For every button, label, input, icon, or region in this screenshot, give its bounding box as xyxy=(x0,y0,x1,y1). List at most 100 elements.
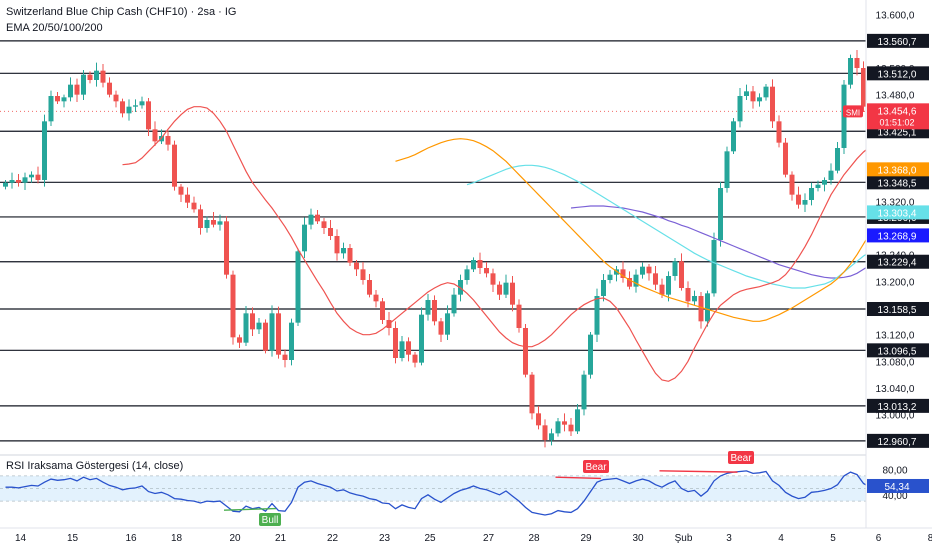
candle-body xyxy=(594,296,600,335)
time-axis-label: 25 xyxy=(424,533,436,544)
candle-body xyxy=(224,221,229,275)
candle-body xyxy=(55,96,60,102)
candle-body xyxy=(373,294,379,302)
candle-body xyxy=(237,337,242,343)
bull-label-bg xyxy=(259,513,281,526)
candle-body xyxy=(35,174,41,180)
ema200-line xyxy=(570,205,916,279)
level-badge xyxy=(867,398,929,413)
candle-body xyxy=(666,276,671,295)
price-tick-label: 13.200,0 xyxy=(876,277,915,288)
candle-body xyxy=(796,194,801,205)
candle-body xyxy=(477,260,483,268)
price-tick-label: 13.320,0 xyxy=(876,197,915,208)
candle-body xyxy=(367,280,372,295)
candle-body xyxy=(42,121,47,180)
candle-body xyxy=(464,269,470,280)
candle-body xyxy=(562,421,567,425)
candle-body xyxy=(302,224,307,252)
candle-body xyxy=(685,288,691,302)
candle-body xyxy=(308,214,314,225)
level-badge xyxy=(867,343,929,358)
level-badge-text: 12.960,7 xyxy=(878,437,917,448)
candle-body xyxy=(172,144,177,187)
candle-body xyxy=(438,321,444,335)
time-axis-label: 28 xyxy=(528,533,540,544)
ema50-badge xyxy=(867,162,929,177)
candle-body xyxy=(61,97,67,102)
candle-body xyxy=(484,268,489,274)
current-price-badge xyxy=(867,103,929,130)
candle-body xyxy=(230,274,236,338)
candle-body xyxy=(406,341,411,355)
rsi-tick-bottom: 40,00 xyxy=(882,491,907,502)
candle-body xyxy=(152,129,158,142)
time-axis-label: 29 xyxy=(580,533,592,544)
ema-legend: EMA 20/50/100/200 xyxy=(6,22,103,34)
level-badge-text: 13.560,7 xyxy=(878,37,917,48)
candle-body xyxy=(22,177,28,183)
level-badge xyxy=(867,66,929,81)
level-badge-text: 13.425,1 xyxy=(878,127,917,138)
bear-label-1-bg xyxy=(583,460,609,473)
candle-body xyxy=(802,200,808,205)
candle-body xyxy=(776,121,782,143)
time-axis-label: 14 xyxy=(15,533,27,544)
candle-body xyxy=(94,70,99,80)
candle-body xyxy=(835,148,840,171)
candle-body xyxy=(516,304,522,328)
price-tick-label: 13.080,0 xyxy=(876,357,915,368)
candle-body xyxy=(744,91,749,96)
bear-label-1-text: Bear xyxy=(585,462,607,473)
candle-body xyxy=(783,142,788,175)
price-tick-label: 13.040,0 xyxy=(876,384,915,395)
candle-body xyxy=(575,409,580,432)
candle-body xyxy=(412,354,418,363)
candle-body xyxy=(393,328,398,358)
candle-body xyxy=(529,374,535,414)
candle-body xyxy=(549,433,554,440)
ema50-badge-text: 13.368,0 xyxy=(878,165,917,176)
level-badge-text: 13.013,2 xyxy=(878,402,917,413)
candle-body xyxy=(276,313,281,355)
countdown-text: 01:51:02 xyxy=(879,117,914,127)
candle-body xyxy=(445,313,450,335)
candle-body xyxy=(555,421,561,434)
rsi-line xyxy=(5,470,916,516)
level-badge xyxy=(867,254,929,269)
candle-body xyxy=(48,96,54,122)
candle-body xyxy=(497,284,502,295)
candle-body xyxy=(295,251,301,323)
candle-body xyxy=(146,101,151,130)
price-tick-label: 13.480,0 xyxy=(876,91,915,102)
candle-body xyxy=(750,91,756,102)
level-badge-text: 13.229,4 xyxy=(878,258,917,269)
symbol-badge xyxy=(843,105,863,118)
time-axis-label: 30 xyxy=(632,533,644,544)
candle-body xyxy=(425,300,431,315)
candle-body xyxy=(289,322,294,360)
bull-label-text: Bull xyxy=(262,515,279,526)
bear-divergence-line-2 xyxy=(659,470,738,473)
candle-body xyxy=(126,106,132,114)
candle-body xyxy=(347,248,353,263)
candle-body xyxy=(601,280,606,296)
candle-body xyxy=(471,260,476,270)
ema20-line xyxy=(122,106,916,382)
candle-body xyxy=(399,341,405,358)
candle-body xyxy=(815,184,821,188)
candle-body xyxy=(705,293,710,322)
candle-body xyxy=(256,322,262,330)
candle-body xyxy=(568,424,574,432)
bear-label-1: Bear xyxy=(583,460,609,473)
candle-body xyxy=(16,180,21,183)
candle-body xyxy=(757,97,762,102)
candle-body xyxy=(133,105,138,107)
candle-body xyxy=(490,273,496,285)
candle-body xyxy=(731,121,736,152)
rsi-legend: RSI Iraksama Göstergesi (14, close) xyxy=(6,460,184,472)
time-axis-label: 21 xyxy=(275,533,287,544)
time-axis-label: 5 xyxy=(830,533,836,544)
time-axis-label: 27 xyxy=(483,533,495,544)
